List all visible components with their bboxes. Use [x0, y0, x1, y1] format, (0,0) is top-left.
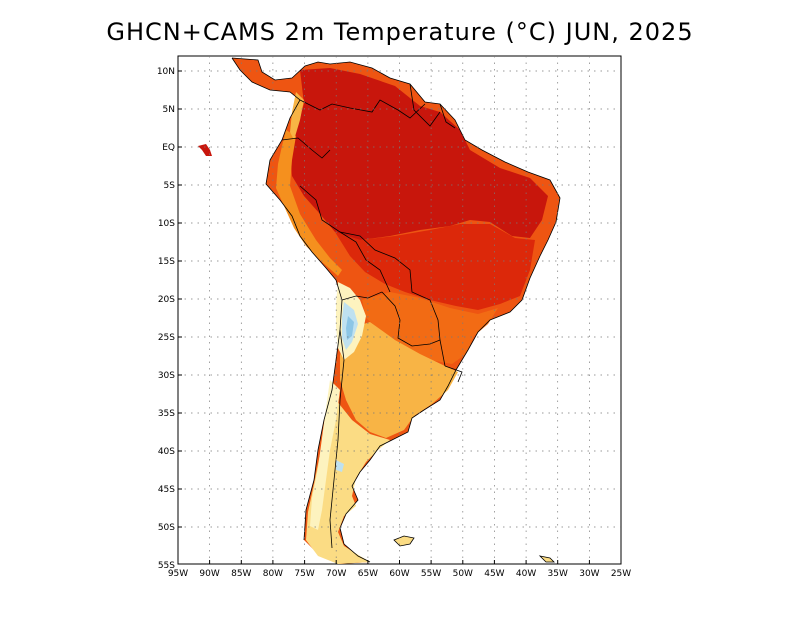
- lat-label: 20S: [158, 295, 175, 305]
- lat-label: 25S: [158, 333, 175, 343]
- lon-label: 30W: [579, 569, 599, 579]
- lon-axis: 95W 90W 85W 80W 75W 70W 65W 60W 55W 50W …: [168, 560, 631, 579]
- lat-label: 55S: [158, 561, 175, 571]
- galapagos: [198, 144, 212, 156]
- region-hot: [335, 224, 535, 310]
- lon-label: 45W: [484, 569, 504, 579]
- lon-label: 95W: [168, 569, 188, 579]
- lon-label: 50W: [453, 569, 473, 579]
- lon-label: 85W: [231, 569, 251, 579]
- lat-label: 10S: [158, 219, 175, 229]
- lat-label: 50S: [158, 523, 175, 533]
- falklands: [393, 535, 415, 547]
- lon-label: 70W: [326, 569, 346, 579]
- south-georgia: [538, 555, 555, 563]
- region-patagonia-blue: [336, 460, 344, 472]
- lat-axis: 10N 5N EQ 5S 10S 15S 20S 25S 30S 35S 40S…: [157, 67, 182, 571]
- lat-label: 45S: [158, 485, 175, 495]
- lat-label: 15S: [158, 257, 175, 267]
- region-altiplano-coldest: [346, 316, 354, 340]
- lon-label: 75W: [294, 569, 314, 579]
- lon-label: 60W: [389, 569, 409, 579]
- lon-label: 90W: [199, 569, 219, 579]
- country-borders: [231, 57, 561, 563]
- map-title: GHCN+CAMS 2m Temperature (°C) JUN, 2025: [106, 18, 694, 46]
- lat-label: 40S: [158, 447, 175, 457]
- region-andes-ecuador: [290, 92, 304, 140]
- map-grid: [178, 56, 621, 564]
- lat-label: 5S: [164, 181, 176, 191]
- lon-label: 25W: [611, 569, 631, 579]
- lon-label: 35W: [548, 569, 568, 579]
- lat-label: 35S: [158, 409, 175, 419]
- region-cold-andes: [310, 380, 340, 530]
- lat-label: 10N: [157, 67, 175, 77]
- region-hottest: [290, 68, 548, 240]
- lon-label: 40W: [516, 569, 536, 579]
- lon-label: 55W: [421, 569, 441, 579]
- region-mild: [340, 322, 458, 438]
- lat-label: 30S: [158, 371, 175, 381]
- region-coastal-peru: [276, 130, 342, 276]
- lon-label: 80W: [263, 569, 283, 579]
- region-warm-south: [362, 292, 498, 364]
- lat-label: EQ: [162, 143, 175, 153]
- lat-label: 5N: [163, 105, 175, 115]
- temperature-field: [198, 58, 560, 564]
- lon-label: 65W: [358, 569, 378, 579]
